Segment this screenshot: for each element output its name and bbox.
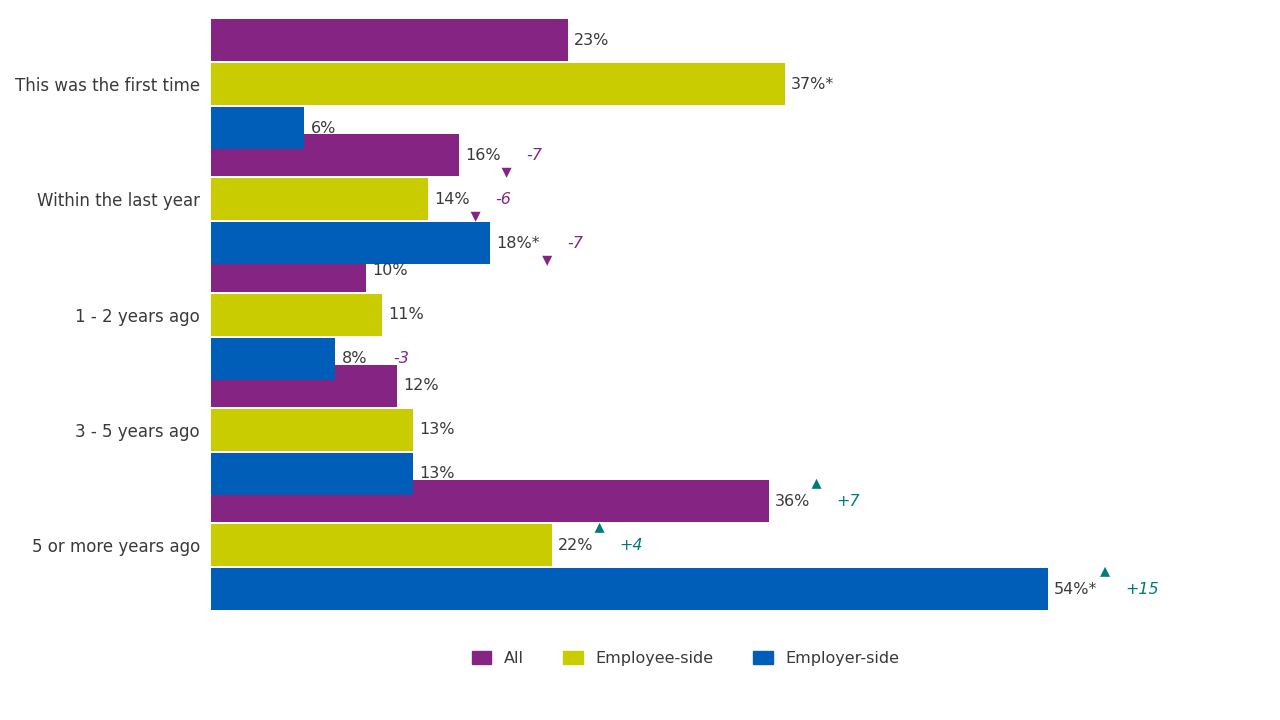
Text: 36%: 36% — [776, 494, 810, 509]
Bar — [211, 365, 397, 407]
Bar — [211, 409, 412, 451]
Bar — [211, 568, 1048, 610]
Text: +15: +15 — [1125, 582, 1158, 597]
Text: 54%*: 54%* — [1055, 582, 1098, 597]
Bar — [211, 338, 335, 379]
Text: -7: -7 — [527, 148, 543, 163]
Text: 11%: 11% — [388, 307, 424, 322]
Bar — [211, 63, 785, 105]
Text: +4: +4 — [620, 538, 644, 553]
Text: 16%: 16% — [466, 148, 500, 163]
Bar — [211, 222, 490, 264]
Text: 6%: 6% — [311, 121, 335, 135]
Text: 8%: 8% — [342, 351, 367, 366]
Text: -6: -6 — [495, 192, 512, 207]
Bar — [211, 19, 567, 61]
Text: -7: -7 — [567, 236, 584, 251]
Text: 37%*: 37%* — [791, 76, 835, 91]
Text: -3: -3 — [393, 351, 410, 366]
Text: 23%: 23% — [573, 32, 609, 48]
Bar — [211, 250, 366, 292]
Text: 18%*: 18%* — [497, 236, 540, 251]
Bar — [211, 135, 460, 176]
Bar — [211, 480, 769, 522]
Bar — [211, 179, 429, 220]
Text: 22%: 22% — [558, 538, 594, 553]
Bar — [211, 107, 305, 149]
Text: 13%: 13% — [419, 467, 454, 482]
Bar — [211, 524, 552, 566]
Text: 13%: 13% — [419, 423, 454, 438]
Bar — [211, 294, 381, 336]
Text: 12%: 12% — [403, 379, 439, 393]
Text: +7: +7 — [837, 494, 860, 509]
Text: 10%: 10% — [372, 264, 408, 278]
Legend: All, Employee-side, Employer-side: All, Employee-side, Employer-side — [471, 651, 900, 666]
Text: 14%: 14% — [434, 192, 470, 207]
Bar — [211, 453, 412, 495]
